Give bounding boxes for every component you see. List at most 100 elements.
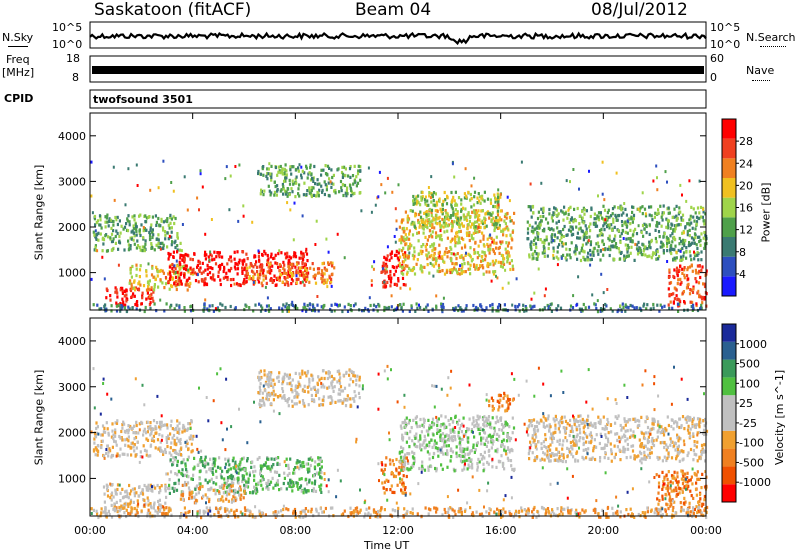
echo-region-0-9 (526, 204, 708, 263)
freq-tick-top: 18 (66, 52, 80, 65)
freq-label: Freq (6, 53, 30, 66)
cb-tick-label-0-0: 4 (739, 268, 746, 281)
colorbar-seg-1-6 (722, 377, 736, 396)
xtick-label-0: 00:00 (74, 524, 106, 537)
colorbar-seg-1-1 (722, 466, 736, 485)
cpid-value: twofsound 3501 (93, 93, 193, 106)
colorbar-seg-0-0 (722, 276, 736, 296)
freq-panel-frame (89, 55, 707, 83)
ytick-label-0-1: 2000 (58, 221, 86, 234)
nsearch-tick-top: 10^5 (710, 21, 741, 34)
cpid-label: CPID (4, 92, 34, 105)
echo-region-1-7 (488, 391, 515, 413)
colorbar-frame-1 (721, 323, 737, 503)
nave-tick-top: 60 (710, 52, 724, 65)
colorbar-seg-0-1 (722, 256, 736, 277)
ytick-label-0-0: 1000 (58, 267, 86, 280)
freq-tick-bottom: 8 (72, 71, 79, 84)
colorbar-seg-0-5 (722, 178, 736, 198)
colorbar-seg-1-4 (722, 413, 736, 431)
freq-band (92, 66, 704, 74)
nave-tick-bottom: 0 (710, 71, 717, 84)
echo-region-0-0 (92, 213, 182, 253)
date-title: 08/Jul/2012 (591, 0, 688, 20)
sparse-echoes-1 (90, 364, 707, 518)
echo-region-0-8 (411, 190, 502, 231)
colorbar-seg-1-9 (722, 324, 736, 342)
colorbar-seg-1-3 (722, 430, 736, 449)
colorbar-seg-0-3 (722, 217, 736, 237)
xtick-label-3: 12:00 (382, 524, 414, 537)
noise-sky-line (89, 31, 707, 46)
xtick-label-4: 16:00 (485, 524, 517, 537)
colorbar-seg-1-2 (722, 448, 736, 467)
xtick-label-6: 00:00 (690, 524, 722, 537)
colorbar-seg-1-5 (722, 395, 736, 413)
beam-title: Beam 04 (355, 0, 432, 20)
nsky-tick-bottom: 10^0 (52, 38, 83, 51)
sparse-echoes-0 (90, 159, 705, 313)
nsky-label: N.Sky (2, 31, 34, 44)
echo-region-1-1 (102, 483, 169, 519)
echo-region-1-3 (179, 483, 246, 505)
echo-region-1-0 (92, 419, 195, 459)
xtick-label-5: 20:00 (587, 524, 619, 537)
cb-tick-label-0-6: 28 (739, 135, 753, 148)
nsky-underline (8, 46, 28, 47)
xtick-label-1: 04:00 (177, 524, 209, 537)
ytick-label-0-2: 3000 (58, 175, 86, 188)
nave-dots (752, 80, 770, 81)
ytick-label-1-1: 2000 (58, 427, 86, 440)
colorbar-seg-1-7 (722, 359, 736, 378)
colorbar-seg-1-8 (722, 341, 736, 360)
nsearch-dots (760, 46, 786, 47)
echo-region-0-4 (244, 261, 336, 285)
noise-panel-frame (89, 21, 707, 49)
nave-label: Nave (746, 64, 775, 77)
echo-region-1-10 (90, 505, 708, 520)
cpid-panel-frame (89, 89, 707, 109)
colorbar-seg-0-4 (722, 197, 736, 218)
ytick-label-1-3: 4000 (58, 335, 86, 348)
time-xlabel: Time UT (364, 539, 410, 552)
echo-region-0-5 (257, 163, 362, 199)
ytick-label-0-3: 4000 (58, 130, 86, 143)
nsearch-tick-bottom: 10^0 (710, 38, 741, 51)
cb-tick-label-1-5: 100 (739, 377, 760, 390)
colorbar-seg-0-8 (722, 119, 736, 139)
xtick-label-2: 08:00 (279, 524, 311, 537)
cb-tick-label-1-0: -1000 (739, 476, 771, 489)
station-title: Saskatoon (fitACF) (94, 0, 252, 20)
cb-tick-label-0-5: 24 (739, 157, 753, 170)
cb-tick-label-1-1: -500 (739, 456, 764, 469)
cb-tick-label-0-2: 12 (739, 224, 753, 237)
cb-tick-label-1-6: 500 (739, 358, 760, 371)
colorbar-seg-0-7 (722, 138, 736, 159)
cb-tick-label-1-7: 1000 (739, 338, 767, 351)
colorbar-seg-0-6 (722, 158, 736, 178)
echo-region-1-6 (398, 414, 516, 473)
echo-region-1-8 (526, 414, 709, 464)
cb-tick-label-0-3: 16 (739, 202, 753, 215)
velocity-ylabel: Slant Range [km] (32, 369, 46, 466)
echo-region-1-4 (257, 368, 361, 409)
colorbar-seg-1-0 (722, 484, 736, 502)
cb-tick-label-1-3: -25 (739, 417, 757, 430)
echo-region-0-10 (667, 263, 708, 308)
nsearch-label: N.Search (746, 31, 796, 44)
nsky-tick-top: 10^5 (52, 21, 83, 34)
ytick-label-1-0: 1000 (58, 472, 86, 485)
power-colorbar-label: Power [dB] (759, 182, 773, 243)
cb-tick-label-0-1: 8 (739, 246, 746, 259)
cb-tick-label-1-2: -100 (739, 437, 764, 450)
echo-region-0-7 (398, 209, 516, 276)
echo-region-1-9 (655, 469, 709, 514)
freq-unit-label: [MHz] (2, 66, 35, 79)
colorbar-seg-0-2 (722, 237, 736, 257)
power-ylabel: Slant Range [km] (32, 164, 46, 261)
cb-tick-label-1-4: 25 (739, 397, 753, 410)
cb-tick-label-0-4: 20 (739, 179, 753, 192)
velocity-colorbar-label: Velocity [m s^-1] (773, 369, 787, 466)
ytick-label-1-2: 3000 (58, 381, 86, 394)
